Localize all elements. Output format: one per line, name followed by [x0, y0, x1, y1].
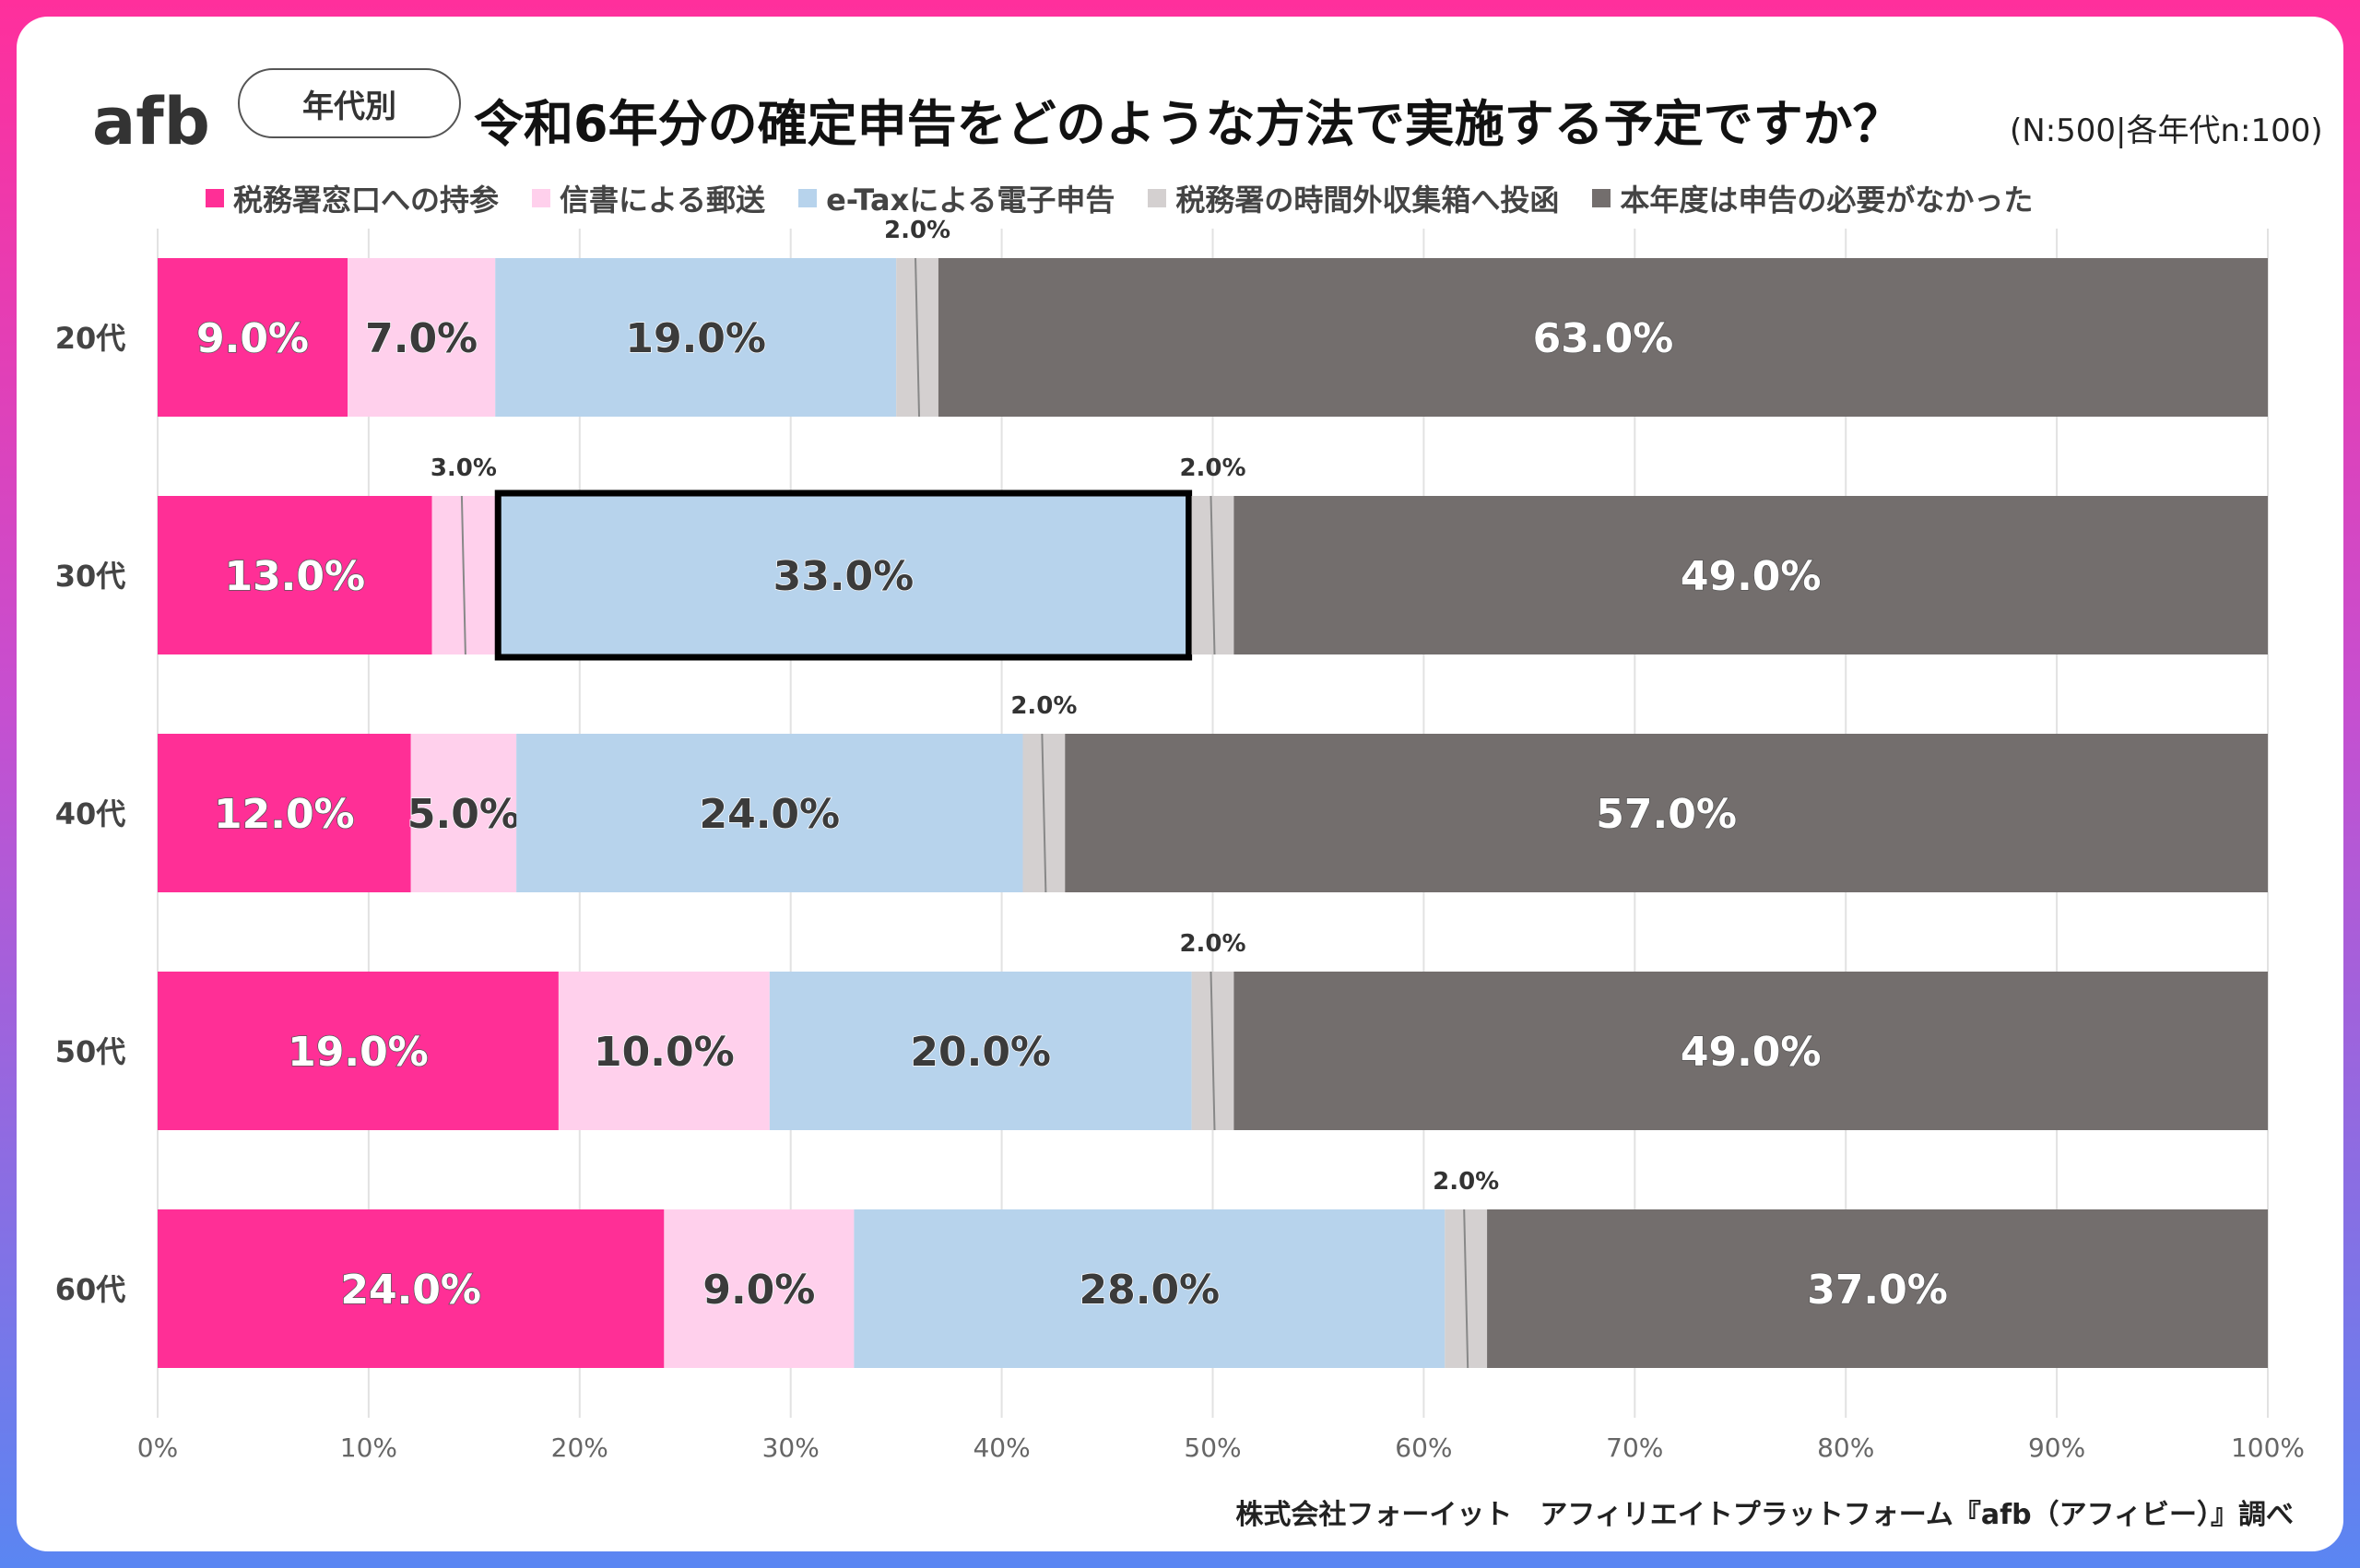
category-label: 50代	[55, 1034, 126, 1069]
leader-line	[914, 257, 921, 418]
data-label: 7.0%	[365, 315, 478, 362]
x-tick-label: 80%	[1817, 1432, 1874, 1463]
data-label: 13.0%	[224, 553, 365, 600]
bar-segment	[769, 972, 1192, 1130]
data-label: 2.0%	[884, 217, 950, 244]
category-label: 60代	[55, 1272, 126, 1307]
x-tick-label: 20%	[551, 1432, 608, 1463]
data-label: 2.0%	[1433, 1168, 1499, 1196]
data-label: 5.0%	[407, 791, 520, 838]
data-label: 20.0%	[910, 1029, 1051, 1076]
bar-segment	[938, 258, 2269, 417]
highlight-box	[494, 489, 1193, 661]
x-tick-label: 0%	[137, 1432, 178, 1463]
bar-segment	[1233, 972, 2268, 1130]
data-label: 12.0%	[214, 791, 355, 838]
leader-line	[1210, 971, 1216, 1131]
legend-swatch	[206, 189, 224, 207]
data-label: 28.0%	[1080, 1267, 1221, 1314]
bar-segment	[495, 496, 1192, 654]
bar-segment	[158, 972, 559, 1130]
stacked-bar-chart: 0% 10% 20% 30% 40% 50% 60% 70% 80% 90% 100% 20代 9.0%…	[55, 217, 2305, 1463]
legend-label: 信書による郵送	[560, 183, 766, 218]
bar-segment	[158, 734, 411, 892]
chart-legend: 税務署窓口への持参 信書による郵送 e-Taxによる電子申告 税務署の時間外収集箱へ投…	[206, 175, 2326, 221]
bar-segment	[348, 258, 496, 417]
leader-line	[1041, 733, 1047, 893]
data-label: 24.0%	[699, 791, 840, 838]
legend-item: 信書による郵送	[532, 177, 765, 219]
bar-segment	[158, 258, 348, 417]
logo-text: afb	[92, 87, 210, 159]
age-group-badge: 年代別	[238, 68, 461, 138]
data-label: 49.0%	[1681, 553, 1822, 600]
source-note: 株式会社フォーイット アフィリエイトプラットフォーム『afb（アフィビー）』調べ	[1235, 1499, 2294, 1531]
data-label: 63.0%	[1533, 315, 1674, 362]
data-label: 2.0%	[1179, 930, 1245, 958]
bar-segment	[1233, 496, 2268, 654]
chart-card: afb 年代別 令和6年分の確定申告をどのような方法で実施する予定ですか？ (N…	[17, 17, 2343, 1551]
data-label: 57.0%	[1596, 791, 1737, 838]
bar-segment	[410, 734, 517, 892]
bar-segment	[558, 972, 770, 1130]
x-tick-label: 10%	[340, 1432, 397, 1463]
data-label: 24.0%	[340, 1267, 481, 1314]
data-label: 19.0%	[625, 315, 766, 362]
x-tick-label: 60%	[1395, 1432, 1452, 1463]
legend-swatch	[1148, 189, 1167, 207]
bar-segment	[1065, 734, 2268, 892]
data-label: 9.0%	[702, 1267, 815, 1314]
category-label: 40代	[55, 796, 126, 831]
category-label: 20代	[55, 321, 126, 356]
x-tick-label: 50%	[1184, 1432, 1241, 1463]
data-label: 9.0%	[196, 315, 309, 362]
bar-segment	[158, 1209, 665, 1368]
leader-line	[460, 495, 466, 655]
bar-segment	[516, 734, 1023, 892]
data-label: 10.0%	[594, 1029, 735, 1076]
leader-line	[1210, 495, 1216, 655]
leader-line	[1463, 1208, 1469, 1369]
bar-segment	[854, 1209, 1446, 1368]
x-tick-label: 100%	[2231, 1432, 2305, 1463]
legend-swatch	[798, 189, 818, 207]
data-label: 3.0%	[431, 454, 497, 482]
bar-segment	[495, 258, 897, 417]
legend-item: 本年度は申告の必要がなかった	[1592, 177, 2033, 219]
bar-segment	[664, 1209, 855, 1368]
legend-item: e-Taxによる電子申告	[798, 177, 1115, 219]
sample-size-note: (N:500|各年代n:100)	[2010, 112, 2323, 149]
legend-label: e-Taxによる電子申告	[826, 183, 1115, 218]
afb-logo: afb	[92, 87, 210, 159]
legend-item: 税務署の時間外収集箱へ投函	[1148, 177, 1559, 219]
data-label: 19.0%	[288, 1029, 429, 1076]
legend-item: 税務署窓口への持参	[206, 177, 499, 219]
legend-label: 本年度は申告の必要がなかった	[1620, 183, 2034, 218]
x-tick-label: 40%	[973, 1432, 1030, 1463]
category-label: 30代	[55, 559, 126, 594]
data-label: 37.0%	[1807, 1267, 1948, 1314]
x-tick-label: 70%	[1606, 1432, 1663, 1463]
data-label: 2.0%	[1179, 454, 1245, 482]
legend-label: 税務署窓口への持参	[233, 183, 500, 218]
legend-swatch	[532, 189, 551, 207]
x-tick-label: 30%	[762, 1432, 820, 1463]
data-label: 2.0%	[1010, 692, 1077, 720]
bar-segment	[158, 496, 432, 654]
x-tick-label: 90%	[2028, 1432, 2085, 1463]
chart-title: 令和6年分の確定申告をどのような方法で実施する予定ですか？	[474, 95, 1903, 153]
data-label: 49.0%	[1681, 1029, 1822, 1076]
bar-segment	[1487, 1209, 2268, 1368]
legend-label: 税務署の時間外収集箱へ投函	[1175, 183, 1560, 218]
data-label: 33.0%	[773, 553, 914, 600]
legend-swatch	[1592, 189, 1611, 207]
